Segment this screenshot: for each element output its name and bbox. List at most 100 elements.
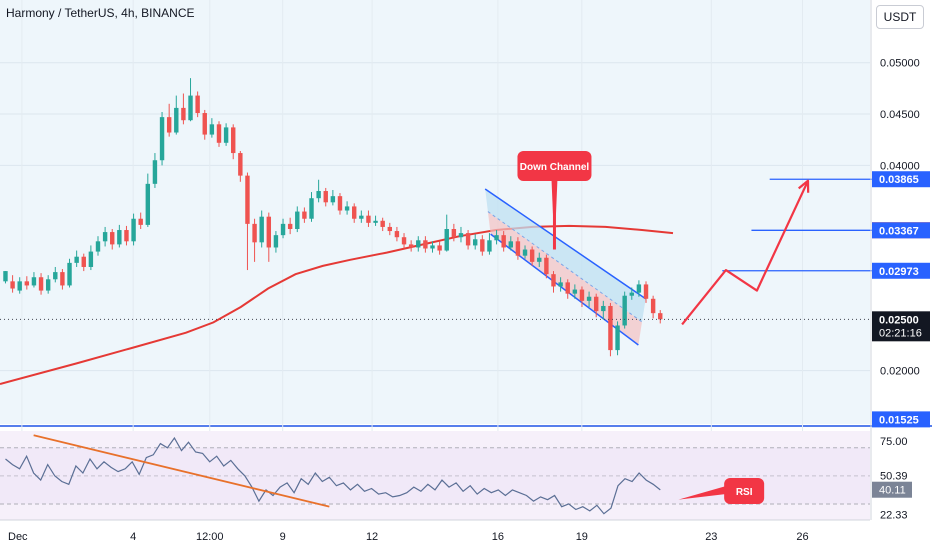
candle-body (643, 284, 649, 299)
countdown-label: 02:21:16 (879, 327, 922, 339)
x-tick-label: 19 (576, 531, 588, 543)
candle-body (124, 230, 129, 242)
candle-body (373, 220, 378, 223)
candle-body (650, 298, 656, 314)
price-label-box (872, 411, 930, 428)
candle-body (110, 232, 115, 245)
candle-body (629, 292, 634, 296)
candle-body (352, 206, 357, 219)
candle-body (430, 245, 435, 249)
candle-body (401, 237, 407, 245)
candle-body (508, 241, 513, 248)
candle-body (565, 282, 570, 294)
candle-body (67, 262, 72, 286)
price-label-box (872, 222, 930, 239)
x-tick-label: 4 (130, 531, 136, 543)
price-label: 0.01525 (879, 414, 919, 426)
candle-body (444, 229, 449, 251)
candle-body (515, 241, 521, 256)
candle-body (287, 223, 293, 229)
candle-body (608, 305, 613, 351)
candle-body (273, 235, 279, 248)
candle-body (60, 272, 65, 286)
rsi-callout-pointer (678, 486, 727, 500)
candle-body (95, 241, 101, 252)
x-tick-label: 9 (280, 531, 286, 543)
candle-body (622, 295, 627, 326)
price-label: 0.03367 (879, 225, 919, 237)
candle-body (323, 191, 328, 203)
x-tick-label: 16 (492, 531, 504, 543)
rsi-label: RSI (736, 487, 753, 498)
candle-body (17, 281, 22, 291)
candle-body (487, 240, 492, 252)
candle-body (53, 272, 58, 280)
candle-body (231, 127, 236, 154)
rsi-pane[interactable]: RSI (0, 431, 870, 520)
candle-body (408, 244, 414, 248)
candle-body (615, 325, 620, 351)
candle-body (117, 230, 122, 245)
candle-body (216, 124, 222, 143)
candle-body (601, 305, 606, 312)
candle-body (252, 223, 257, 243)
rsi-line (5, 436, 661, 515)
candle-body (259, 216, 264, 243)
candle-body (544, 257, 549, 275)
channel-lower-line (490, 233, 639, 346)
candle-body (24, 281, 30, 286)
candle-body (537, 257, 542, 262)
channel-mid-line (487, 211, 643, 323)
price-label-box (872, 262, 930, 279)
candle-body (245, 175, 250, 224)
candle-body (344, 206, 350, 211)
y-tick-label: 0.04500 (880, 109, 920, 121)
candle-body (181, 107, 186, 121)
candle-body (522, 249, 528, 256)
time-axis[interactable]: Dec 4 12:00 9 12 16 19 23 26 (0, 519, 932, 550)
candle-body (337, 196, 343, 211)
candle-body (501, 235, 506, 248)
rsi-trendline (33, 434, 330, 508)
candle-body (10, 281, 15, 289)
rsi-callout-box (724, 478, 765, 504)
price-label-box (872, 311, 930, 342)
candle-body (223, 127, 229, 143)
candle-body (330, 196, 336, 203)
candle-body (159, 117, 165, 161)
candle-body (38, 277, 44, 291)
price-label-box (872, 171, 930, 188)
candle-body (209, 124, 215, 135)
candle-body (458, 233, 464, 238)
x-tick-label: 12 (366, 531, 378, 543)
candle-body (366, 215, 371, 223)
y-tick-label: 0.05000 (880, 58, 920, 70)
candle-body (636, 284, 642, 293)
chart-title: Harmony / TetherUS, 4h, BINANCE (6, 6, 195, 20)
down-channel-label: Down Channel (520, 162, 590, 173)
rsi-value-box (872, 481, 912, 498)
candle-body (145, 183, 151, 225)
candle-body (31, 277, 37, 286)
price-pane[interactable]: Down Channel (0, 0, 932, 520)
y-tick-label: 0.02000 (880, 366, 920, 378)
x-tick-label: 26 (796, 531, 808, 543)
rsi-value-label: 40.11 (879, 485, 906, 497)
currency-button[interactable]: USDT (876, 5, 924, 29)
price-axis[interactable]: 0.05000 0.04500 0.04000 0.02000 0.03865 0.033… (870, 0, 930, 550)
moving-average-line (0, 224, 674, 385)
candle-body (572, 289, 578, 294)
candle-body (551, 274, 556, 287)
candle-body (81, 256, 86, 267)
rsi-tick-label: 22.33 (880, 510, 908, 522)
candle-body (387, 226, 393, 232)
candle-body (394, 231, 400, 238)
x-tick-label: 23 (705, 531, 717, 543)
price-label: 0.02500 (879, 314, 919, 326)
candle-body (280, 223, 286, 236)
candle-body (316, 191, 321, 199)
candle-body (480, 239, 485, 252)
candle-body (472, 239, 478, 246)
